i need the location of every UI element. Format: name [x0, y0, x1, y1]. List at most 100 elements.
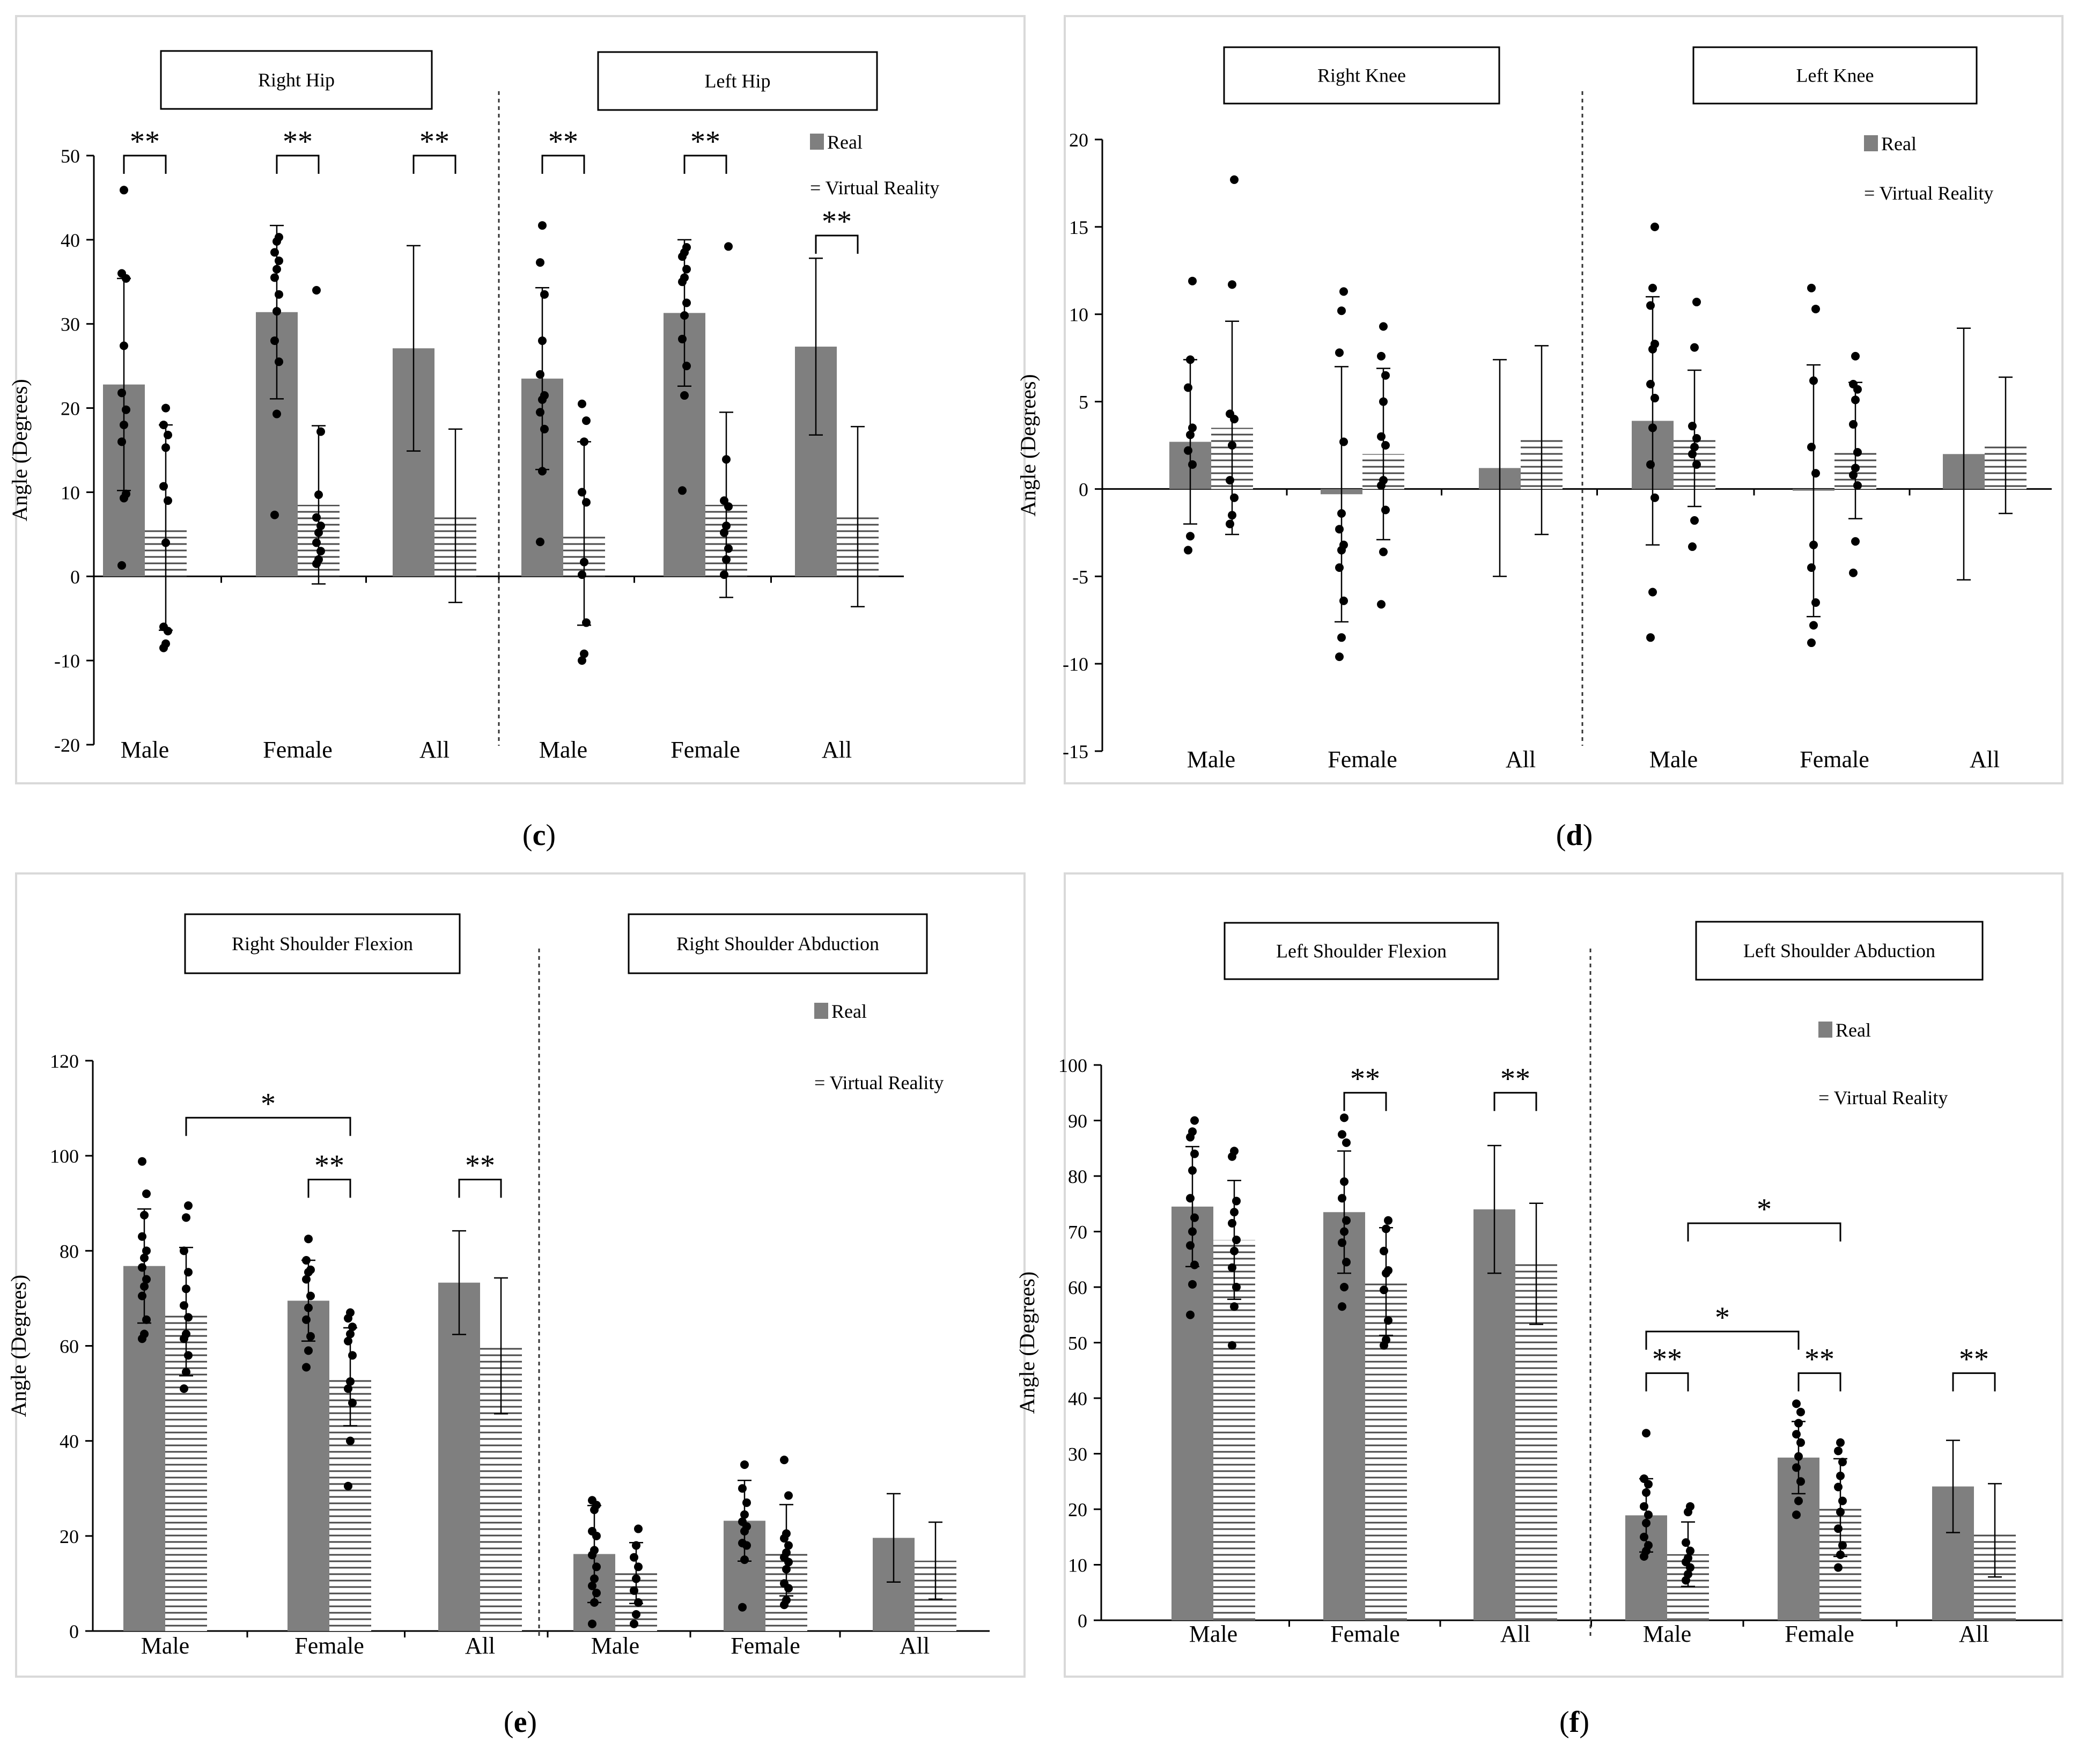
data-point — [272, 409, 281, 418]
significance-bracket — [1687, 1222, 1841, 1242]
data-point — [540, 424, 549, 434]
data-point — [1853, 481, 1862, 490]
group-title-box — [160, 50, 433, 110]
data-point — [161, 538, 170, 547]
data-point — [117, 388, 126, 398]
significance-label: ** — [314, 1149, 344, 1182]
category-label: All — [1970, 746, 2000, 773]
data-point — [1684, 1570, 1692, 1579]
data-point — [164, 430, 172, 439]
legend: Real = Virtual Reality — [810, 131, 939, 199]
data-point — [1851, 537, 1860, 546]
significance-bracket — [307, 1178, 351, 1198]
data-point — [538, 467, 547, 476]
data-point — [1796, 1407, 1805, 1416]
group-right-knee: Right Knee Male Female All — [1169, 46, 1563, 773]
data-point — [1836, 1508, 1845, 1517]
data-point — [1335, 525, 1344, 534]
data-point — [782, 1564, 791, 1574]
data-point — [630, 1586, 638, 1595]
data-point — [306, 1332, 315, 1341]
category-label: Female — [1800, 746, 1869, 773]
data-point — [270, 336, 279, 346]
y-tick-label: 15 — [1069, 217, 1088, 238]
y-tick-label: 100 — [1058, 1055, 1087, 1076]
significance-label: ** — [1350, 1062, 1380, 1096]
significance-bracket — [1645, 1372, 1689, 1392]
data-point — [344, 1336, 352, 1346]
data-point — [680, 273, 689, 282]
group-title: Left Knee — [1796, 65, 1874, 86]
data-point — [1226, 409, 1234, 418]
category-label: All — [1500, 1621, 1530, 1647]
y-tick-label: 40 — [1068, 1388, 1087, 1409]
group-title: Left Shoulder Abduction — [1743, 940, 1935, 961]
y-axis-title: Angle (Degrees) — [1015, 1272, 1039, 1414]
legend-label-vr: = Virtual Reality — [1864, 182, 1993, 204]
y-tick-label: 0 — [1078, 1610, 1087, 1632]
group-right-shoulder-abduction: Right Shoulder Abduction Male Female All — [573, 913, 956, 1659]
y-tick-label: -15 — [1063, 741, 1088, 762]
data-point — [346, 1436, 355, 1445]
data-point — [312, 513, 321, 522]
data-point — [346, 1308, 355, 1317]
data-point — [1338, 1130, 1346, 1139]
category-label: Female — [294, 1633, 364, 1659]
data-point — [1811, 304, 1820, 313]
data-point — [1188, 1127, 1197, 1136]
data-point — [682, 265, 691, 274]
data-point — [140, 1282, 149, 1291]
category-label: All — [822, 737, 852, 763]
data-point — [632, 1541, 640, 1550]
data-point — [740, 1510, 749, 1519]
data-point — [1811, 469, 1820, 478]
data-point — [344, 1481, 352, 1490]
significance-bracket — [1797, 1372, 1841, 1392]
data-point — [538, 336, 547, 346]
data-point — [782, 1529, 791, 1538]
data-point — [304, 1235, 313, 1244]
data-point — [182, 1368, 190, 1377]
data-point — [1650, 394, 1659, 403]
data-point — [582, 498, 591, 507]
data-point — [1339, 540, 1348, 549]
significance-label: * — [261, 1087, 276, 1120]
data-point — [270, 273, 279, 282]
y-tick-label: 20 — [1069, 129, 1088, 151]
data-point — [1190, 1213, 1199, 1222]
category-label: Female — [670, 737, 740, 763]
data-point — [1377, 600, 1386, 609]
category-label: Male — [591, 1633, 639, 1659]
data-point — [1642, 1488, 1650, 1497]
data-point — [302, 1315, 311, 1324]
data-point — [1692, 460, 1701, 469]
data-point — [1342, 1258, 1351, 1267]
data-point — [782, 1548, 791, 1557]
data-point — [1650, 222, 1659, 231]
data-point — [1186, 355, 1195, 364]
data-point — [1228, 1218, 1236, 1228]
data-point — [538, 221, 547, 230]
data-point — [1337, 306, 1346, 315]
category-label: Male — [1643, 1621, 1691, 1647]
data-point — [302, 1275, 311, 1284]
data-point — [1796, 1438, 1805, 1447]
data-point — [1186, 1241, 1195, 1250]
legend: Real = Virtual Reality — [1818, 1019, 1948, 1108]
data-point — [1792, 1430, 1801, 1439]
significance-label: ** — [1959, 1342, 1989, 1376]
data-point — [1381, 441, 1390, 450]
significance-label: ** — [548, 125, 578, 158]
data-point — [348, 1351, 357, 1360]
y-axis-title: Angle (Degrees) — [1016, 374, 1040, 516]
data-point — [184, 1351, 193, 1360]
data-point — [740, 1460, 749, 1469]
data-point — [314, 528, 323, 537]
data-point — [738, 1484, 747, 1493]
data-point — [1228, 1341, 1236, 1350]
data-point — [1230, 1246, 1239, 1255]
panel-d: -15 -10 -5 0 5 10 15 20 Angle (Degrees) (d) Real = … — [1016, 15, 2064, 852]
data-point — [138, 1263, 146, 1272]
